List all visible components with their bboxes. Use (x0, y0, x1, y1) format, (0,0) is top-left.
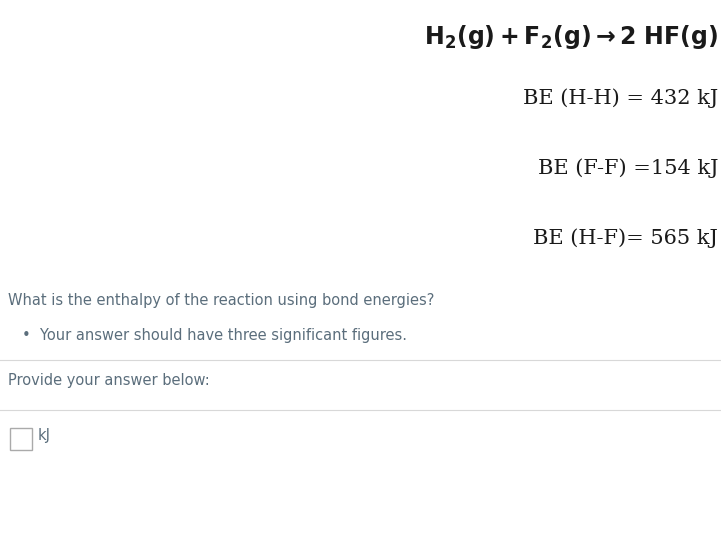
Text: BE (F-F) =154 kJ: BE (F-F) =154 kJ (537, 158, 718, 178)
Text: BE (H-F)= 565 kJ: BE (H-F)= 565 kJ (533, 228, 718, 247)
Text: $\mathbf{H_2(g) + F_2(g) \rightarrow 2\ HF(g)}$: $\mathbf{H_2(g) + F_2(g) \rightarrow 2\ … (424, 23, 718, 51)
Text: Provide your answer below:: Provide your answer below: (8, 373, 210, 388)
Text: •  Your answer should have three significant figures.: • Your answer should have three signific… (22, 328, 407, 343)
FancyBboxPatch shape (10, 428, 32, 450)
Text: kJ: kJ (38, 428, 51, 443)
Text: BE (H-H) = 432 kJ: BE (H-H) = 432 kJ (523, 88, 718, 108)
Text: What is the enthalpy of the reaction using bond energies?: What is the enthalpy of the reaction usi… (8, 293, 434, 308)
